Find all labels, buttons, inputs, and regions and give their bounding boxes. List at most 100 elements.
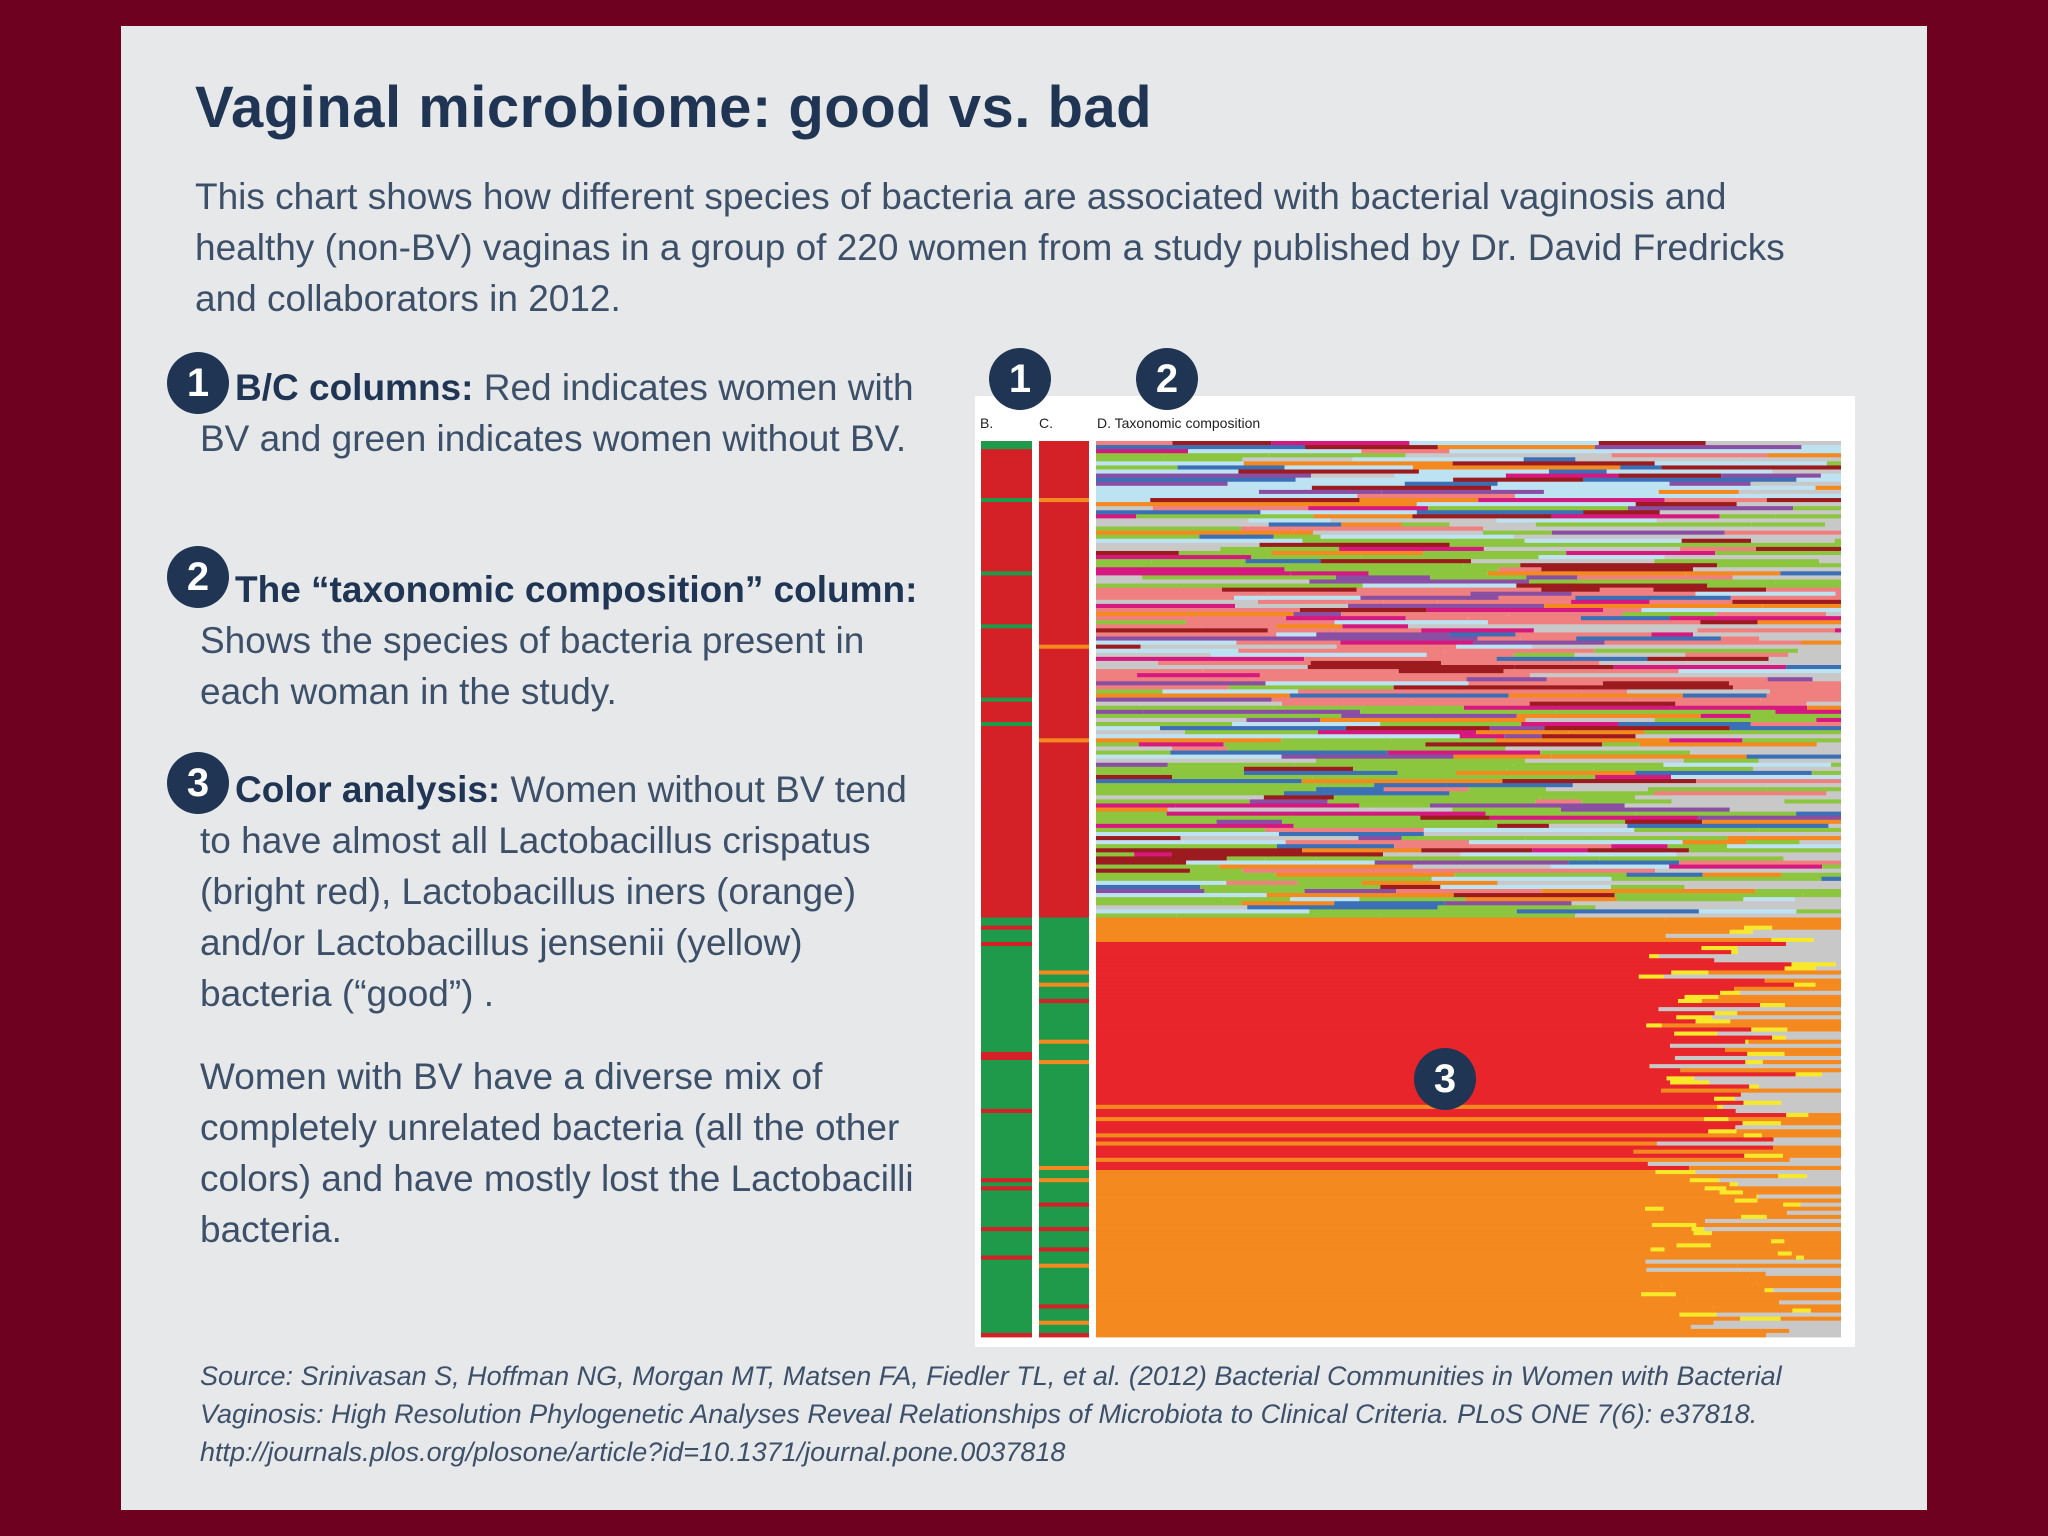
taxon-segment: [1437, 905, 1504, 910]
taxon-segment: [1204, 889, 1305, 894]
taxon-segment: [1737, 1011, 1841, 1016]
diagnosis-cell-c: [1039, 933, 1089, 939]
taxon-segment: [1096, 1182, 1730, 1187]
taxon-segment: [1764, 978, 1841, 984]
diagnosis-cell-b: [981, 1263, 1032, 1269]
taxon-segment: [1096, 579, 1310, 584]
diagnosis-cell-c: [1039, 779, 1089, 784]
diagnosis-cell-b: [981, 563, 1032, 568]
taxon-segment: [1546, 787, 1648, 792]
taxon-segment: [1721, 473, 1821, 479]
taxon-segment: [1096, 925, 1745, 931]
taxon-segment: [1200, 884, 1381, 890]
taxon-segment: [1276, 632, 1317, 637]
taxon-segment: [1268, 522, 1342, 527]
column-label-b: B.: [980, 415, 993, 431]
taxon-segment: [1716, 1312, 1841, 1318]
taxon-segment: [1618, 722, 1751, 727]
diagnosis-cell-c: [1039, 811, 1089, 817]
taxon-segment: [1418, 469, 1549, 474]
diagnosis-cell-c: [1039, 640, 1089, 646]
taxon-segment: [1235, 603, 1349, 609]
taxon-segment: [1167, 762, 1295, 768]
taxon-segment: [1773, 1137, 1841, 1142]
diagnosis-cell-b: [981, 1011, 1032, 1016]
diagnosis-cell-c: [1039, 445, 1089, 450]
taxon-segment: [1688, 848, 1841, 853]
taxon-segment: [1359, 498, 1479, 503]
taxon-segment: [1437, 445, 1596, 450]
diagnosis-cell-b: [981, 726, 1032, 731]
taxon-segment: [1096, 1149, 1634, 1155]
taxon-segment: [1655, 868, 1841, 874]
taxon-segment: [1744, 925, 1773, 931]
taxon-segment: [1647, 787, 1767, 792]
diagnosis-cell-c: [1039, 1190, 1089, 1195]
diagnosis-cell-c: [1039, 612, 1089, 617]
diagnosis-cell-b: [981, 628, 1032, 633]
taxon-segment: [1468, 840, 1683, 845]
taxon-segment: [1096, 1174, 1779, 1179]
taxon-segment: [1704, 1117, 1729, 1122]
taxon-segment: [1658, 1007, 1841, 1012]
diagnosis-cell-b: [981, 1088, 1032, 1094]
taxon-segment: [1096, 640, 1237, 646]
taxon-segment: [1096, 677, 1253, 682]
diagnosis-cell-c: [1039, 559, 1089, 564]
taxon-segment: [1096, 738, 1282, 743]
diagnosis-cell-c: [1039, 542, 1089, 548]
taxon-segment: [1525, 717, 1605, 723]
taxon-segment: [1096, 1288, 1765, 1293]
taxon-segment: [1581, 799, 1672, 804]
taxon-segment: [1739, 990, 1841, 996]
diagnosis-cell-c: [1039, 644, 1089, 650]
taxon-segment: [1096, 819, 1217, 825]
diagnosis-cell-b: [981, 876, 1032, 882]
diagnosis-cell-c: [1039, 921, 1089, 927]
taxon-segment: [1508, 693, 1683, 698]
taxon-segment: [1096, 616, 1287, 621]
taxon-segment: [1705, 1218, 1841, 1224]
diagnosis-cell-c: [1039, 449, 1089, 454]
diagnosis-cell-c: [1039, 563, 1089, 568]
taxon-segment: [1096, 1247, 1651, 1252]
taxon-segment: [1096, 1011, 1715, 1016]
taxon-segment: [1535, 799, 1582, 804]
taxon-segment: [1614, 893, 1803, 898]
diagnosis-cell-b: [981, 441, 1032, 446]
taxon-segment: [1320, 559, 1472, 564]
diagnosis-cell-b: [981, 734, 1032, 739]
taxon-segment: [1276, 844, 1395, 849]
diagnosis-cell-b: [981, 689, 1032, 694]
taxon-segment: [1236, 640, 1341, 646]
taxon-segment: [1394, 844, 1612, 849]
diagnosis-cell-c: [1039, 815, 1089, 821]
taxon-segment: [1172, 746, 1228, 751]
taxon-segment: [1316, 913, 1380, 918]
diagnosis-cell-c: [1039, 660, 1089, 666]
diagnosis-cell-b: [981, 709, 1032, 715]
taxon-segment: [1835, 962, 1841, 967]
diagnosis-cell-c: [1039, 1027, 1089, 1032]
taxon-segment: [1357, 493, 1515, 499]
diagnosis-cell-c: [1039, 1133, 1089, 1138]
taxon-segment: [1729, 681, 1841, 686]
diagnosis-cell-c: [1039, 872, 1089, 878]
taxon-segment: [1294, 762, 1514, 768]
taxon-segment: [1757, 620, 1841, 625]
taxon-segment: [1635, 795, 1841, 800]
taxon-segment: [1251, 555, 1362, 560]
taxon-segment: [1487, 571, 1686, 576]
taxon-segment: [1096, 872, 1276, 878]
diagnosis-cell-c: [1039, 1051, 1089, 1057]
diagnosis-cell-c: [1039, 465, 1089, 470]
taxon-segment: [1478, 498, 1665, 503]
taxon-segment: [1595, 774, 1671, 780]
taxon-segment: [1160, 726, 1346, 731]
taxon-segment: [1096, 717, 1247, 723]
taxon-segment: [1096, 766, 1164, 772]
taxon-segment: [1730, 595, 1841, 601]
taxon-segment: [1709, 1080, 1841, 1085]
taxon-segment: [1096, 1047, 1726, 1053]
taxon-segment: [1096, 538, 1303, 544]
